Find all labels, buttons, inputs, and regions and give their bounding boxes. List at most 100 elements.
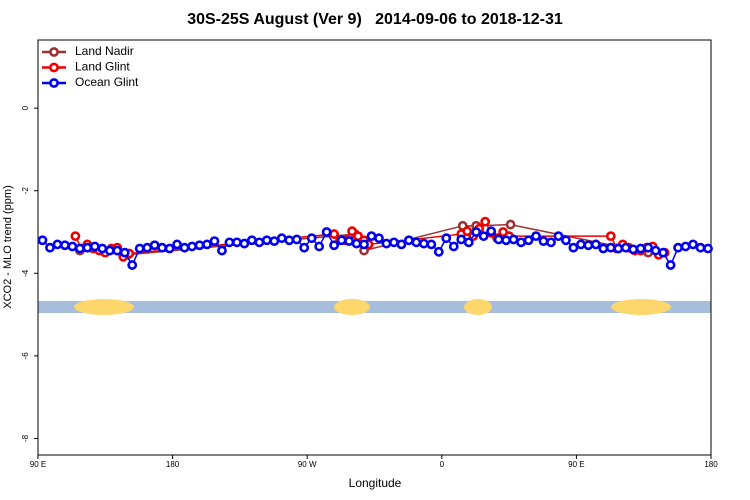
- data-point: [418, 238, 429, 249]
- data-point: [568, 242, 579, 253]
- data-point: [643, 242, 654, 253]
- land-region: [464, 299, 492, 315]
- data-point: [351, 238, 362, 249]
- x-tick-label: 180: [704, 460, 718, 469]
- legend-marker: [49, 62, 59, 73]
- data-point: [605, 231, 616, 242]
- data-point: [291, 234, 302, 245]
- data-point: [74, 243, 85, 254]
- data-point: [613, 243, 624, 254]
- data-point: [149, 240, 160, 251]
- data-point: [202, 239, 212, 250]
- data-point: [688, 239, 698, 250]
- data-point: [403, 235, 414, 246]
- chart-title: 30S-25S August (Ver 9) 2014-09-06 to 201…: [187, 11, 563, 28]
- data-point: [336, 235, 347, 246]
- data-point: [695, 242, 706, 253]
- x-tick-label: 90 E: [30, 460, 46, 469]
- x-tick-label: 90 E: [568, 460, 584, 469]
- data-point: [531, 231, 541, 242]
- y-axis-label: XCO2 - MLO trend (ppm): [2, 185, 14, 308]
- data-point: [389, 237, 399, 248]
- data-point: [590, 239, 601, 250]
- data-point: [142, 242, 153, 253]
- data-point: [426, 239, 437, 250]
- data-point: [97, 243, 108, 254]
- data-point: [411, 237, 422, 248]
- data-point: [471, 227, 482, 237]
- surface-band: [38, 299, 711, 315]
- data-point: [45, 242, 55, 253]
- data-point: [217, 245, 227, 256]
- data-point: [553, 231, 564, 242]
- data-point: [179, 242, 190, 253]
- data-point: [134, 243, 145, 254]
- data-point: [628, 244, 639, 255]
- data-point: [493, 234, 504, 245]
- x-tick-label: 0: [440, 460, 445, 469]
- data-point: [321, 227, 332, 237]
- data-point: [306, 233, 317, 244]
- data-point: [605, 242, 616, 253]
- data-point: [505, 219, 516, 230]
- y-tick-label: -6: [21, 352, 30, 360]
- data-point: [462, 226, 473, 237]
- data-point: [359, 239, 369, 250]
- land-region: [334, 299, 370, 315]
- data-point: [172, 239, 182, 250]
- data-point: [381, 238, 392, 249]
- data-point: [261, 235, 272, 246]
- data-point: [516, 237, 526, 248]
- data-point: [703, 243, 713, 254]
- data-point: [119, 247, 130, 258]
- data-point: [67, 241, 78, 252]
- data-point: [104, 245, 115, 256]
- legend-label: Land Nadir: [75, 44, 134, 58]
- data-point: [284, 235, 295, 246]
- data-point: [665, 260, 676, 270]
- data-point: [456, 234, 467, 245]
- data-point: [82, 242, 93, 253]
- land-region: [74, 299, 134, 315]
- data-point: [480, 216, 491, 227]
- data-point: [680, 241, 691, 252]
- data-point: [157, 242, 168, 253]
- data-point: [508, 234, 519, 245]
- y-tick-label: 0: [21, 105, 30, 110]
- data-point: [396, 239, 407, 250]
- data-point: [658, 247, 669, 258]
- data-point: [232, 237, 242, 248]
- data-point: [433, 246, 444, 257]
- ocean-band: [38, 301, 711, 313]
- data-point: [276, 233, 287, 244]
- data-point: [239, 238, 250, 249]
- data-point: [538, 236, 549, 246]
- data-point: [561, 235, 571, 246]
- y-tick-label: -2: [21, 187, 30, 195]
- data-point: [187, 241, 197, 252]
- data-point: [583, 240, 594, 251]
- data-point: [478, 231, 489, 242]
- data-point: [448, 241, 459, 252]
- data-point: [112, 245, 123, 256]
- data-point: [254, 237, 265, 248]
- data-point: [598, 243, 609, 254]
- data-point: [635, 243, 646, 254]
- data-point: [501, 235, 512, 246]
- data-point: [127, 260, 138, 270]
- data-point: [523, 235, 534, 246]
- data-point: [194, 240, 205, 251]
- data-point: [441, 233, 452, 244]
- y-tick-label: -8: [21, 434, 30, 442]
- legend-label: Land Glint: [75, 60, 130, 74]
- data-point: [347, 226, 357, 237]
- data-point: [329, 240, 340, 251]
- data-point: [52, 239, 63, 250]
- legend-label: Ocean Glint: [75, 75, 139, 89]
- data-point: [366, 231, 377, 242]
- legend-marker: [49, 47, 59, 57]
- data-point: [70, 231, 81, 242]
- data-point: [224, 237, 235, 248]
- data-point: [486, 226, 497, 237]
